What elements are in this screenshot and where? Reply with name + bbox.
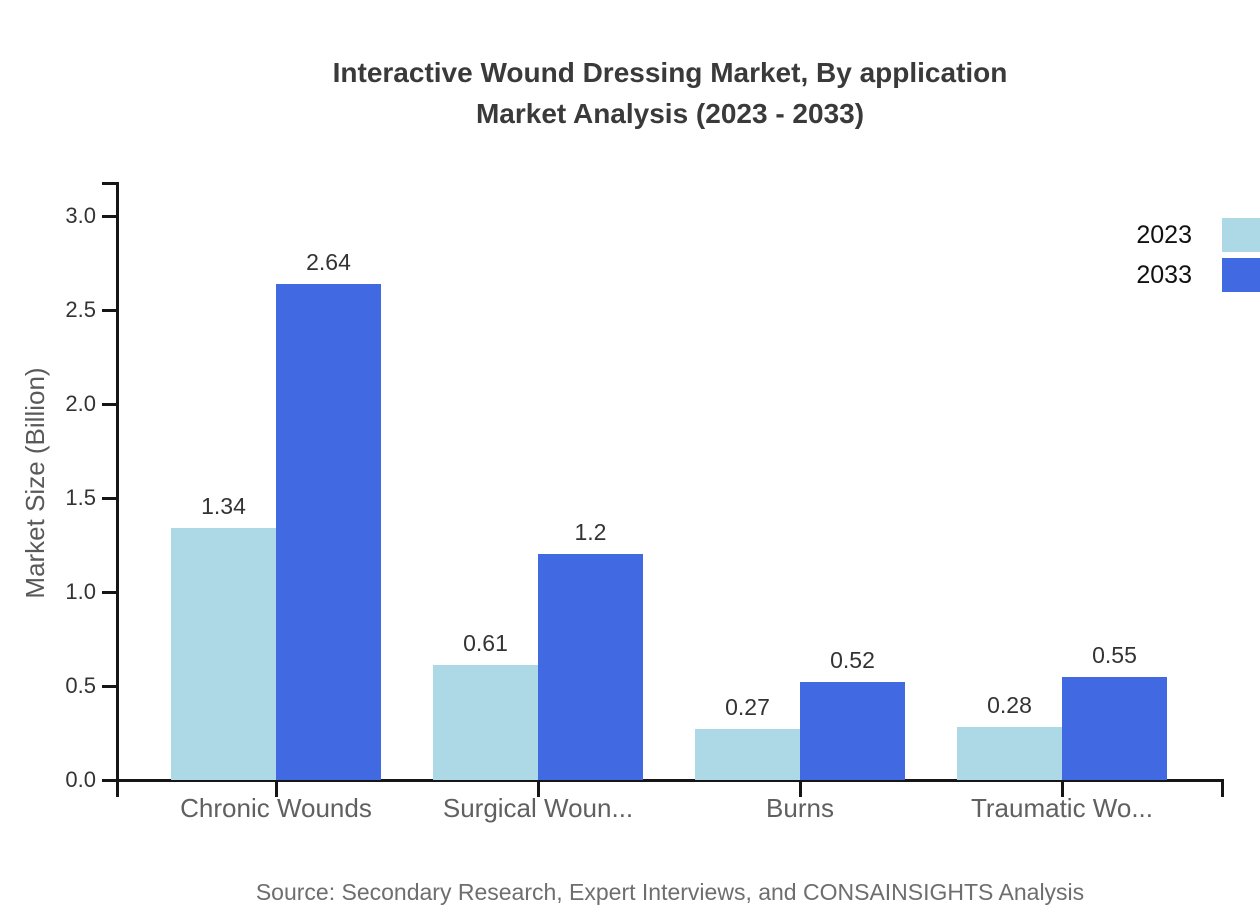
value-label-2033-category-1: 2.64 (306, 249, 351, 275)
x-tick-category-3 (799, 780, 802, 797)
y-tick-0.5 (102, 685, 117, 688)
legend-item-2023: 2023 (990, 218, 1260, 252)
value-label-2023-category-2: 0.61 (463, 630, 508, 656)
bar-2033-category-2 (538, 554, 643, 780)
legend-label-2033: 2033 (1136, 261, 1192, 289)
chart-title: Interactive Wound Dressing Market, By ap… (80, 52, 1260, 134)
value-label-2033-category-2: 1.2 (574, 519, 607, 545)
bar-2033-category-1 (276, 284, 381, 780)
x-tick-category-2 (537, 780, 540, 797)
bar-2023-category-2 (433, 665, 538, 780)
y-axis-top-cap (102, 182, 117, 185)
legend-label-2023: 2023 (1136, 221, 1192, 249)
y-tick-label-2.0: 2.0 (65, 391, 96, 416)
y-tick-1.0 (102, 591, 117, 594)
y-tick-label-0.5: 0.5 (65, 673, 96, 698)
y-axis-spine (116, 182, 119, 797)
y-tick-label-0.0: 0.0 (65, 767, 96, 792)
bar-2023-category-4 (957, 727, 1062, 780)
chart-legend: 2023 2033 (990, 218, 1260, 298)
value-label-2023-category-4: 0.28 (987, 692, 1032, 718)
y-tick-3.0 (102, 215, 117, 218)
bar-2033-category-3 (800, 682, 905, 780)
y-tick-label-2.5: 2.5 (65, 297, 96, 322)
bar-2023-category-1 (171, 528, 276, 780)
y-tick-label-1.5: 1.5 (65, 485, 96, 510)
legend-swatch-2033 (1222, 258, 1260, 292)
bar-2023-category-3 (695, 729, 800, 780)
legend-item-2033: 2033 (990, 258, 1260, 292)
chart-title-line2: Market Analysis (2023 - 2033) (475, 98, 865, 129)
category-label-2: Surgical Woun... (442, 793, 634, 823)
y-tick-1.5 (102, 497, 117, 500)
x-axis-end-tick (1221, 780, 1224, 797)
value-label-2023-category-1: 1.34 (201, 493, 246, 519)
y-tick-0.0 (102, 779, 117, 782)
y-tick-2.5 (102, 309, 117, 312)
x-tick-category-1 (275, 780, 278, 797)
value-label-2023-category-3: 0.27 (725, 694, 770, 720)
bar-2033-category-4 (1062, 677, 1167, 780)
category-label-1: Chronic Wounds (180, 793, 372, 823)
chart-title-line1: Interactive Wound Dressing Market, By ap… (332, 57, 1008, 88)
value-label-2033-category-3: 0.52 (830, 647, 875, 673)
x-axis-line (116, 779, 1224, 782)
y-tick-label-3.0: 3.0 (65, 203, 96, 228)
legend-swatch-2023 (1222, 218, 1260, 252)
y-tick-2.0 (102, 403, 117, 406)
y-tick-label-1.0: 1.0 (65, 579, 96, 604)
category-label-3: Burns (766, 793, 834, 823)
source-attribution: Source: Secondary Research, Expert Inter… (255, 879, 1085, 905)
value-label-2033-category-4: 0.55 (1092, 642, 1137, 668)
category-label-4: Traumatic Wo... (970, 793, 1154, 823)
x-tick-category-4 (1061, 780, 1064, 797)
